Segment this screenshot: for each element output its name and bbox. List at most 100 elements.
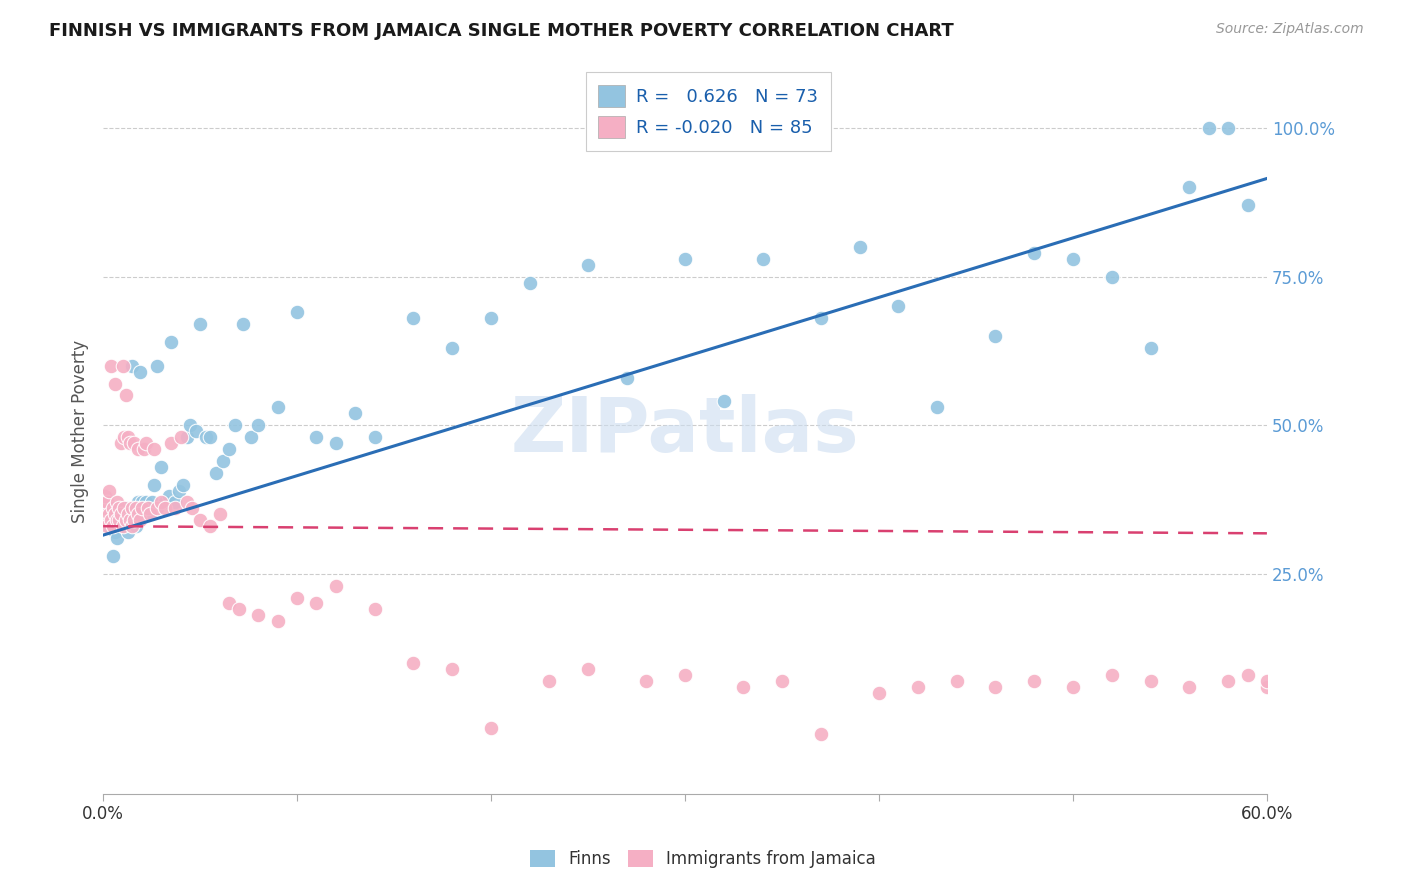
Point [984, 329, 1007, 343]
Point [218, 442, 240, 456]
Point [153, 501, 176, 516]
Point [285, 591, 308, 605]
Point [363, 602, 385, 616]
Point [129, 365, 152, 379]
Point [198, 519, 221, 533]
Point [1256, 673, 1278, 688]
Point [111, 359, 134, 373]
Point [146, 501, 169, 516]
Point [117, 525, 139, 540]
Point [101, 501, 124, 516]
Point [247, 608, 270, 623]
Point [115, 513, 138, 527]
Point [135, 495, 157, 509]
Point [232, 317, 254, 331]
Point [127, 508, 149, 522]
Point [1024, 673, 1046, 688]
Point [576, 258, 599, 272]
Point [267, 401, 290, 415]
Point [96, 508, 118, 522]
Point [142, 477, 165, 491]
Point [441, 341, 464, 355]
Point [172, 477, 194, 491]
Legend: Finns, Immigrants from Jamaica: Finns, Immigrants from Jamaica [523, 843, 883, 875]
Point [1139, 673, 1161, 688]
Point [105, 531, 128, 545]
Point [141, 495, 163, 509]
Point [1256, 680, 1278, 694]
Point [101, 549, 124, 563]
Point [101, 519, 124, 533]
Point [636, 673, 658, 688]
Point [94, 501, 117, 516]
Point [104, 508, 127, 522]
Point [984, 680, 1007, 694]
Point [163, 501, 186, 516]
Point [285, 305, 308, 319]
Point [97, 519, 120, 533]
Point [751, 252, 773, 266]
Point [117, 508, 139, 522]
Point [1024, 245, 1046, 260]
Point [927, 401, 949, 415]
Point [204, 466, 226, 480]
Point [131, 495, 153, 509]
Point [344, 406, 367, 420]
Point [110, 436, 132, 450]
Point [208, 508, 231, 522]
Point [325, 579, 347, 593]
Point [122, 508, 145, 522]
Point [538, 673, 561, 688]
Point [136, 501, 159, 516]
Point [127, 495, 149, 509]
Point [848, 240, 870, 254]
Point [239, 430, 262, 444]
Point [127, 442, 149, 456]
Point [441, 662, 464, 676]
Point [125, 501, 148, 516]
Point [121, 501, 143, 516]
Point [224, 418, 246, 433]
Point [120, 436, 142, 450]
Point [160, 436, 183, 450]
Text: Source: ZipAtlas.com: Source: ZipAtlas.com [1216, 22, 1364, 37]
Legend: R =   0.626   N = 73, R = -0.020   N = 85: R = 0.626 N = 73, R = -0.020 N = 85 [586, 72, 831, 151]
Point [887, 299, 910, 313]
Point [1236, 667, 1258, 681]
Point [1101, 667, 1123, 681]
Point [1139, 341, 1161, 355]
Point [122, 513, 145, 527]
Point [810, 311, 832, 326]
Point [96, 519, 118, 533]
Point [110, 513, 132, 527]
Point [1216, 673, 1239, 688]
Point [1062, 252, 1084, 266]
Point [114, 519, 136, 533]
Point [111, 501, 134, 516]
Point [1178, 180, 1201, 194]
Point [136, 508, 159, 522]
Point [212, 454, 235, 468]
Point [247, 418, 270, 433]
Point [131, 501, 153, 516]
Point [363, 430, 385, 444]
Point [305, 597, 328, 611]
Point [121, 501, 143, 516]
Point [120, 513, 142, 527]
Point [97, 508, 120, 522]
Point [167, 483, 190, 498]
Point [1216, 120, 1239, 135]
Point [96, 495, 118, 509]
Point [129, 513, 152, 527]
Point [170, 430, 193, 444]
Point [733, 680, 755, 694]
Text: FINNISH VS IMMIGRANTS FROM JAMAICA SINGLE MOTHER POVERTY CORRELATION CHART: FINNISH VS IMMIGRANTS FROM JAMAICA SINGL… [49, 22, 953, 40]
Point [94, 490, 117, 504]
Point [188, 317, 211, 331]
Point [125, 519, 148, 533]
Point [138, 508, 160, 522]
Point [105, 513, 128, 527]
Point [107, 513, 129, 527]
Point [100, 359, 122, 373]
Point [305, 430, 328, 444]
